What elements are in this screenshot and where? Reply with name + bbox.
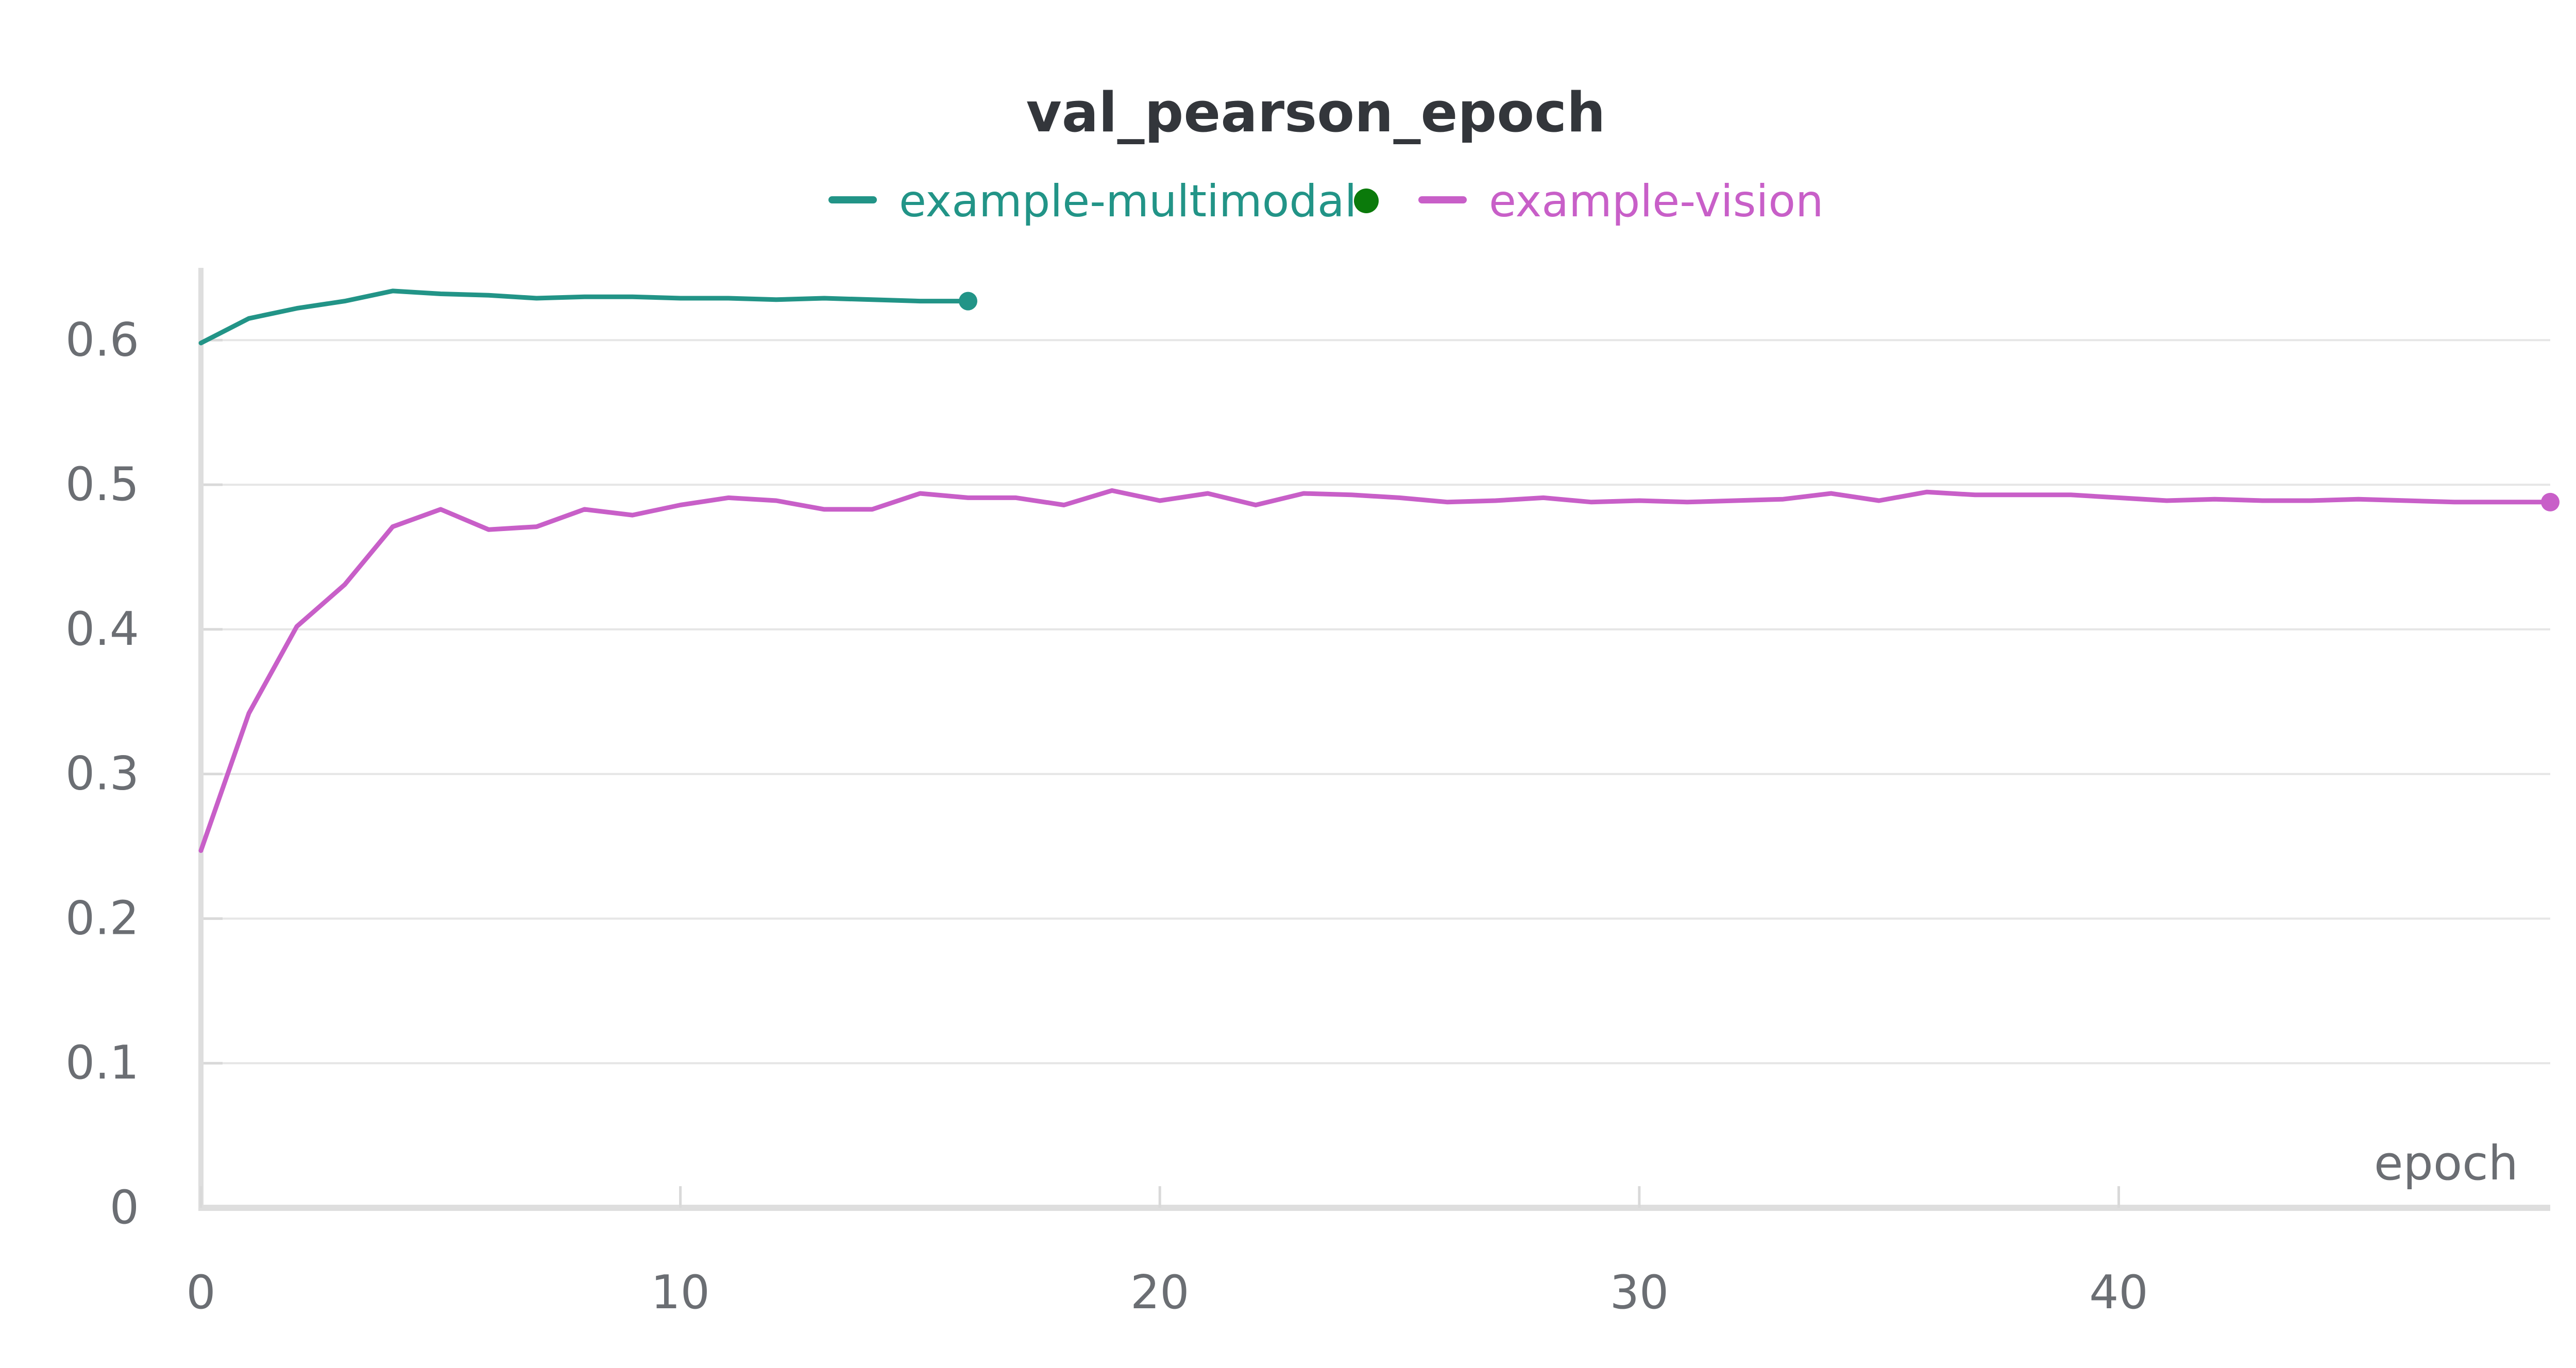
legend-label: example-multimodal bbox=[899, 176, 1357, 227]
legend-label: example-vision bbox=[1489, 176, 1824, 227]
y-tick-label: 0.1 bbox=[65, 1036, 139, 1090]
x-tick-label: 40 bbox=[2089, 1266, 2148, 1320]
x-tick-label: 30 bbox=[1610, 1266, 1669, 1320]
legend-marker-icon bbox=[1354, 189, 1379, 213]
chart-title: val_pearson_epoch bbox=[1026, 81, 1606, 144]
y-tick-label: 0.5 bbox=[65, 457, 139, 511]
x-tick-label: 10 bbox=[651, 1266, 710, 1320]
legend-layer: example-multimodal example-vision bbox=[828, 176, 1824, 227]
series-end-point-0 bbox=[958, 292, 977, 311]
y-tick-label: 0.2 bbox=[65, 891, 139, 945]
x-tick-label: 20 bbox=[1130, 1266, 1190, 1320]
axis-layer: 0 0.1 0.2 0.3 0.4 0.5 0.6 0 10 20 30 40 bbox=[65, 268, 2550, 1320]
series-end-point-1 bbox=[2541, 492, 2560, 511]
series-line-1 bbox=[198, 488, 2553, 853]
y-tick-label: 0.6 bbox=[65, 313, 139, 367]
grid-layer bbox=[201, 339, 2550, 1065]
series-line-0 bbox=[198, 288, 971, 346]
y-tick-label: 0.3 bbox=[65, 747, 139, 801]
x-tick-label: 0 bbox=[186, 1266, 215, 1320]
x-axis-label: epoch bbox=[2374, 1136, 2518, 1191]
series-layer bbox=[198, 288, 2560, 853]
y-tick-label: 0.4 bbox=[65, 602, 139, 656]
y-tick-label: 0 bbox=[110, 1181, 139, 1235]
